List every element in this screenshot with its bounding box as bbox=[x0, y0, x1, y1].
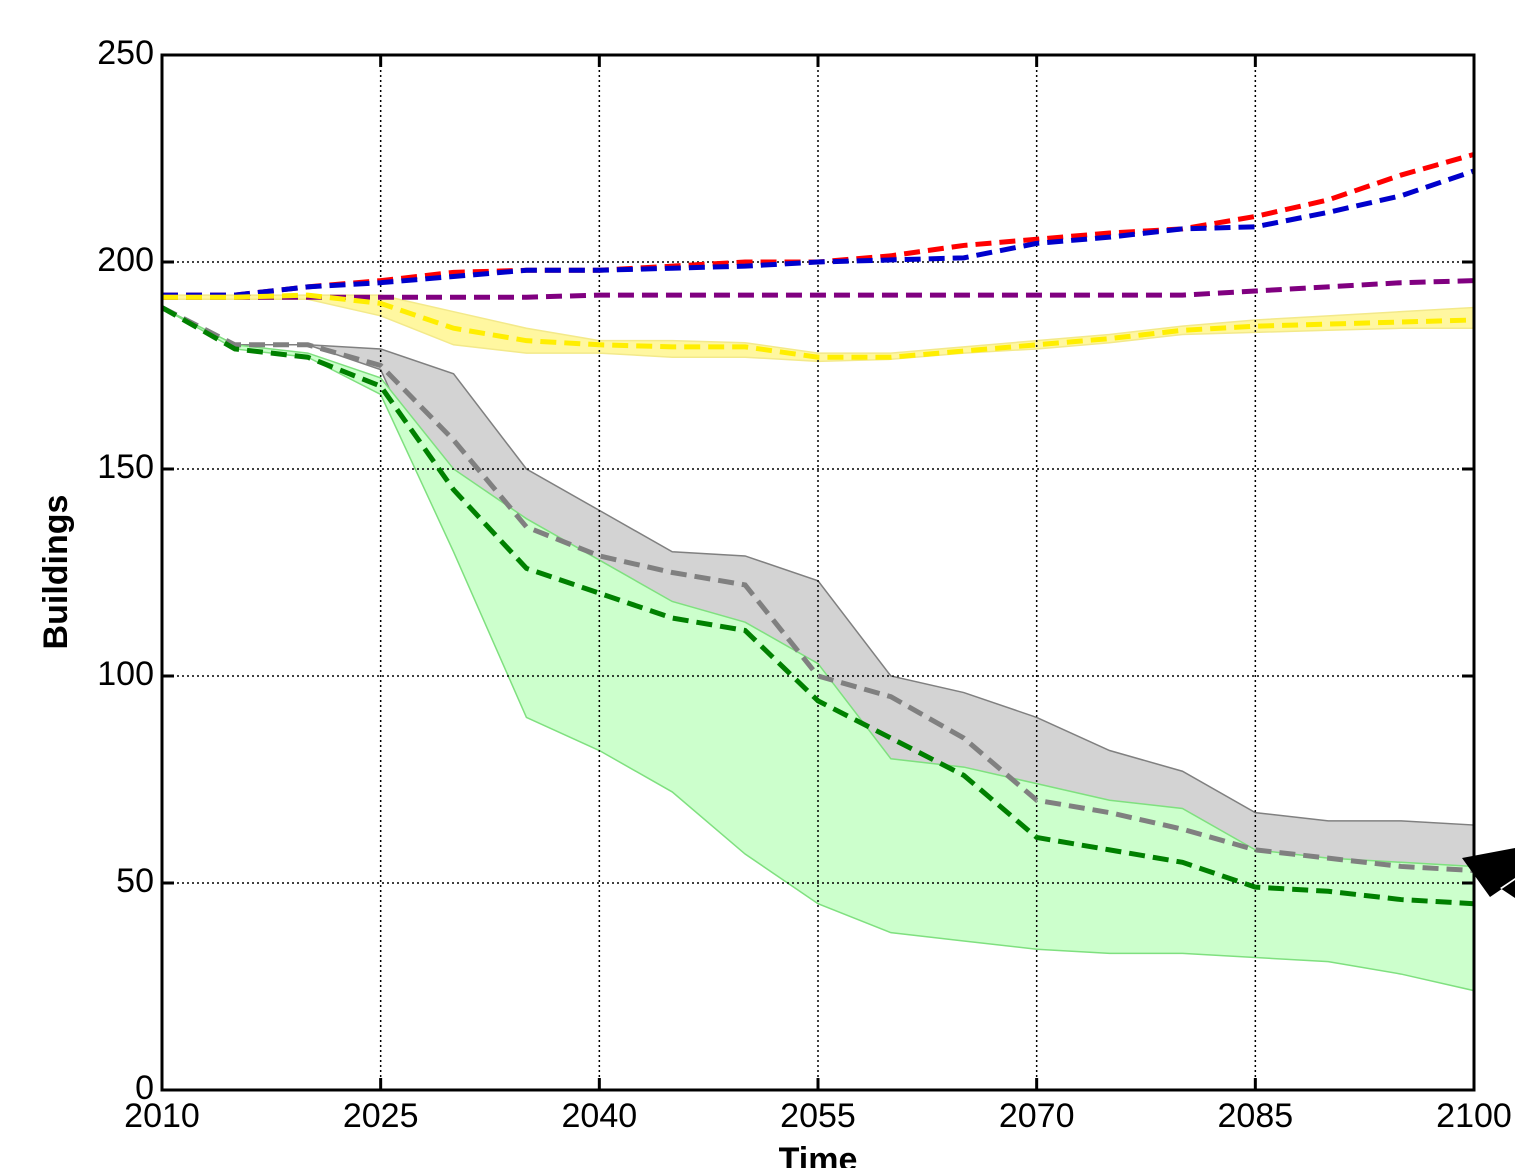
x-tick-label: 2070 bbox=[999, 1097, 1075, 1135]
y-tick-label: 250 bbox=[97, 34, 154, 72]
y-tick-label: 0 bbox=[135, 1069, 154, 1107]
y-tick-label: 150 bbox=[97, 448, 154, 486]
y-tick-label: 100 bbox=[97, 655, 154, 693]
y-tick-label: 200 bbox=[97, 241, 154, 279]
plot-frame bbox=[160, 53, 1476, 1092]
series-line bbox=[162, 168, 1475, 298]
x-tick-label: 2085 bbox=[1218, 1097, 1294, 1135]
x-tick-label: 2040 bbox=[562, 1097, 638, 1135]
series-line bbox=[162, 292, 1475, 360]
x-tick-label: 2055 bbox=[780, 1097, 856, 1135]
y-axis-label: Buildings bbox=[37, 495, 75, 650]
y-tick-label: 50 bbox=[116, 862, 154, 900]
series-line bbox=[160, 305, 1475, 874]
arrow bbox=[1462, 848, 1515, 898]
x-axis-label: Time bbox=[779, 1141, 858, 1168]
series-line bbox=[160, 305, 1475, 907]
x-tick-label: 2010 bbox=[124, 1097, 200, 1135]
x-tick-label: 2025 bbox=[343, 1097, 419, 1135]
x-tick-label: 2100 bbox=[1436, 1097, 1512, 1135]
series-line bbox=[162, 278, 1475, 300]
